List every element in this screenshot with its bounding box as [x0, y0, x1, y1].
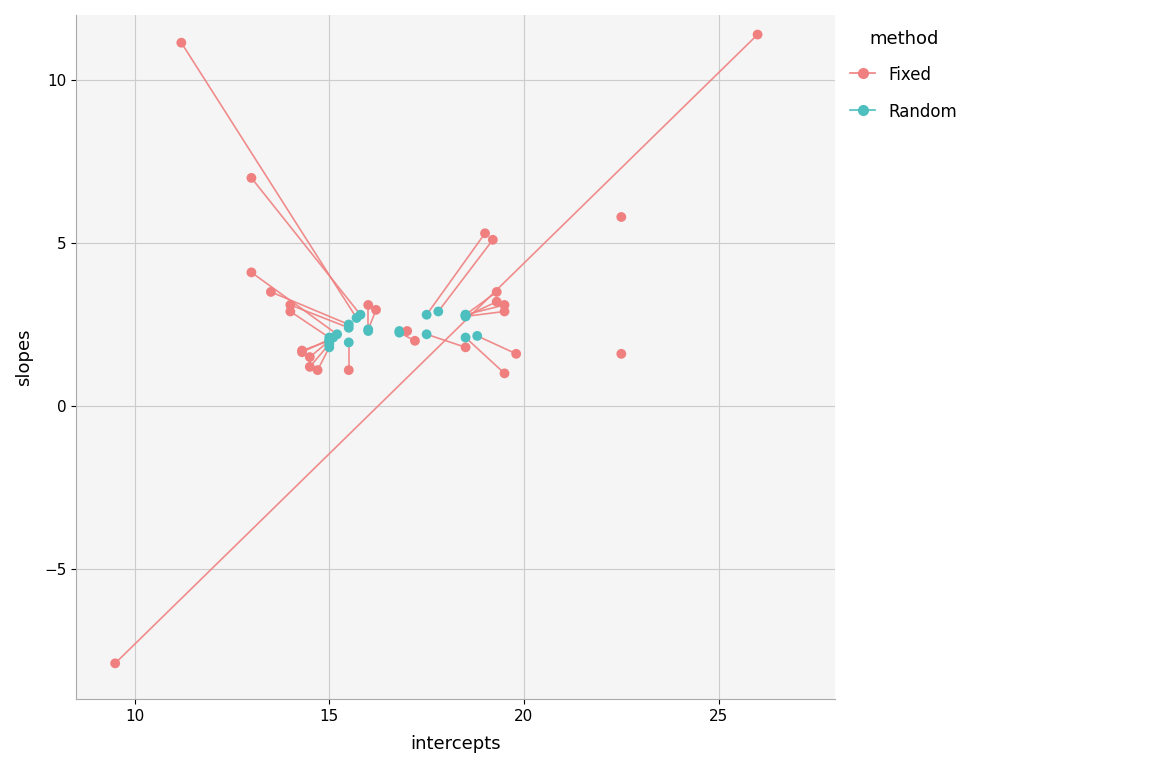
- Legend: Fixed, Random: Fixed, Random: [843, 23, 964, 129]
- Point: [507, 348, 525, 360]
- Point: [456, 331, 475, 343]
- Point: [456, 341, 475, 353]
- Point: [456, 310, 475, 323]
- Point: [456, 310, 475, 323]
- Point: [106, 657, 124, 670]
- Point: [391, 325, 409, 337]
- Point: [320, 331, 339, 343]
- Point: [320, 335, 339, 347]
- Point: [351, 309, 370, 321]
- Point: [366, 303, 385, 316]
- Point: [495, 299, 514, 311]
- Point: [359, 299, 378, 311]
- Point: [612, 348, 630, 360]
- Point: [495, 367, 514, 379]
- Point: [487, 296, 506, 308]
- Point: [476, 227, 494, 240]
- Point: [406, 335, 424, 347]
- Point: [340, 322, 358, 334]
- Point: [749, 28, 767, 41]
- Point: [340, 319, 358, 331]
- Point: [293, 344, 311, 356]
- Point: [324, 331, 342, 343]
- Point: [293, 346, 311, 359]
- Point: [340, 336, 358, 349]
- Point: [484, 233, 502, 246]
- X-axis label: intercepts: intercepts: [410, 735, 501, 753]
- Point: [320, 335, 339, 347]
- Point: [456, 309, 475, 321]
- Point: [359, 325, 378, 337]
- Point: [320, 338, 339, 350]
- Point: [495, 306, 514, 318]
- Point: [309, 364, 327, 376]
- Point: [301, 361, 319, 373]
- Point: [359, 323, 378, 336]
- Point: [417, 328, 435, 340]
- Point: [328, 328, 347, 340]
- Point: [281, 299, 300, 311]
- Point: [612, 211, 630, 223]
- Point: [262, 286, 280, 298]
- Point: [347, 312, 365, 324]
- Point: [487, 286, 506, 298]
- Point: [417, 309, 435, 321]
- Point: [468, 329, 486, 342]
- Point: [320, 341, 339, 353]
- Point: [301, 351, 319, 363]
- Point: [456, 309, 475, 321]
- Point: [340, 364, 358, 376]
- Point: [242, 266, 260, 279]
- Point: [391, 326, 409, 339]
- Point: [242, 172, 260, 184]
- Point: [429, 306, 447, 318]
- Point: [172, 37, 190, 49]
- Y-axis label: slopes: slopes: [15, 329, 33, 386]
- Point: [397, 325, 416, 337]
- Point: [281, 306, 300, 318]
